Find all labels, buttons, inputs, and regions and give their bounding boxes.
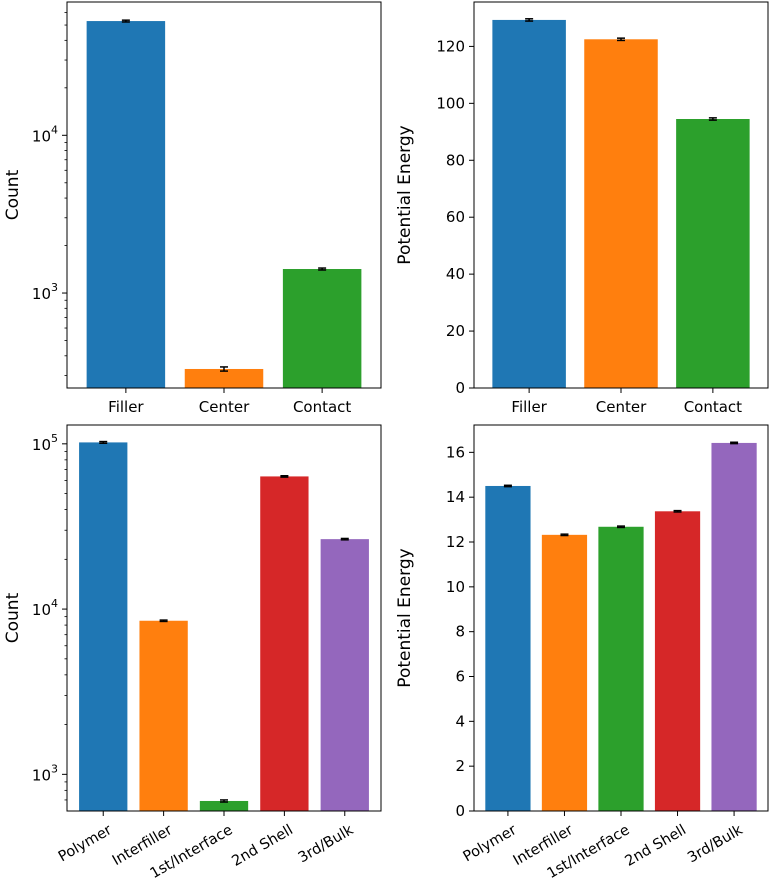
bar-1st-interface [199,800,249,811]
bar-contact [282,269,362,388]
bar-interfiller [139,620,188,811]
x-tick-label: Polymer [56,822,115,865]
chart-top-left: 104 103 Filler Center Contact Count [3,1,382,416]
bar-center [584,39,658,388]
x-tick-label: 3rd/Bulk [685,822,746,866]
y-tick-label: 105 [32,432,58,454]
y-tick-label: 103 [32,762,58,784]
x-tick-label: 2nd Shell [622,822,689,870]
x-tick-label: Filler [511,398,547,416]
x-tick-label: Contact [684,398,742,416]
y-tick-label: 14 [446,488,465,506]
chart-top-right: 0 20 40 60 80 100 120 Filler Center Contact Potent… [395,1,769,416]
chart-bottom-right: 0246810121416PolymerInterfiller1st/Inter… [395,424,769,882]
error-bar [99,440,108,445]
bar-2nd-shell [260,476,309,811]
y-tick-label: 80 [446,151,465,169]
error-bar [220,799,228,803]
y-tick-label: 100 [436,94,465,112]
bar-filler [86,21,166,389]
bar-interfiller [541,534,588,811]
y-tick-label: 6 [455,668,465,686]
y-tick-label: 104 [32,123,58,145]
bar-contact [676,119,750,388]
y-tick-label: 40 [446,265,465,283]
error-bar [340,537,349,541]
bar-polymer [485,485,531,811]
error-bar [730,441,739,445]
x-tick-label: Contact [293,398,351,416]
y-tick-label: 10 [446,578,465,596]
error-bar [617,37,625,42]
y-tick-label: 8 [455,623,465,641]
x-tick-label: 3rd/Bulk [296,822,357,866]
x-tick-label: 2nd Shell [229,822,296,870]
y-tick-label: 16 [446,443,465,461]
error-bar [280,474,289,478]
y-tick-label: 20 [446,322,465,340]
error-bar [503,484,512,488]
bar-polymer [79,442,128,811]
y-tick-label: 0 [455,379,465,397]
bar-filler [492,19,566,389]
y-axis-label: Potential Energy [395,125,415,264]
x-tick-label: Filler [108,398,144,416]
error-bar [159,619,168,623]
y-tick-label: 103 [32,281,58,303]
y-tick-label: 104 [32,597,58,619]
bar-3rd-bulk [711,442,757,811]
y-axis-label: Potential Energy [395,548,415,687]
bar-2nd-shell [654,511,701,811]
y-tick-label: 0 [455,802,465,820]
error-bar [673,509,682,513]
y-axis-label: Count [3,169,23,220]
chart-bottom-left: 105104103PolymerInterfiller1st/Interface… [3,424,382,882]
bar-center [184,368,264,388]
y-tick-label: 4 [455,712,465,730]
y-axis-label: Count [3,592,23,643]
y-tick-label: 120 [436,37,465,55]
y-tick-label: 12 [446,533,465,551]
bar-3rd-bulk [320,539,369,811]
error-bar [318,267,327,271]
error-bar [617,525,625,529]
bar-1st-interface [598,526,644,811]
error-bar [560,533,569,537]
error-bar [121,19,130,23]
x-tick-label: Polymer [461,822,520,865]
x-tick-label: Center [199,398,250,416]
y-tick-label: 2 [455,757,465,775]
x-tick-label: Center [596,398,647,416]
y-tick-label: 60 [446,208,465,226]
error-bar [708,117,717,121]
error-bar [220,366,228,372]
error-bar [525,18,534,22]
